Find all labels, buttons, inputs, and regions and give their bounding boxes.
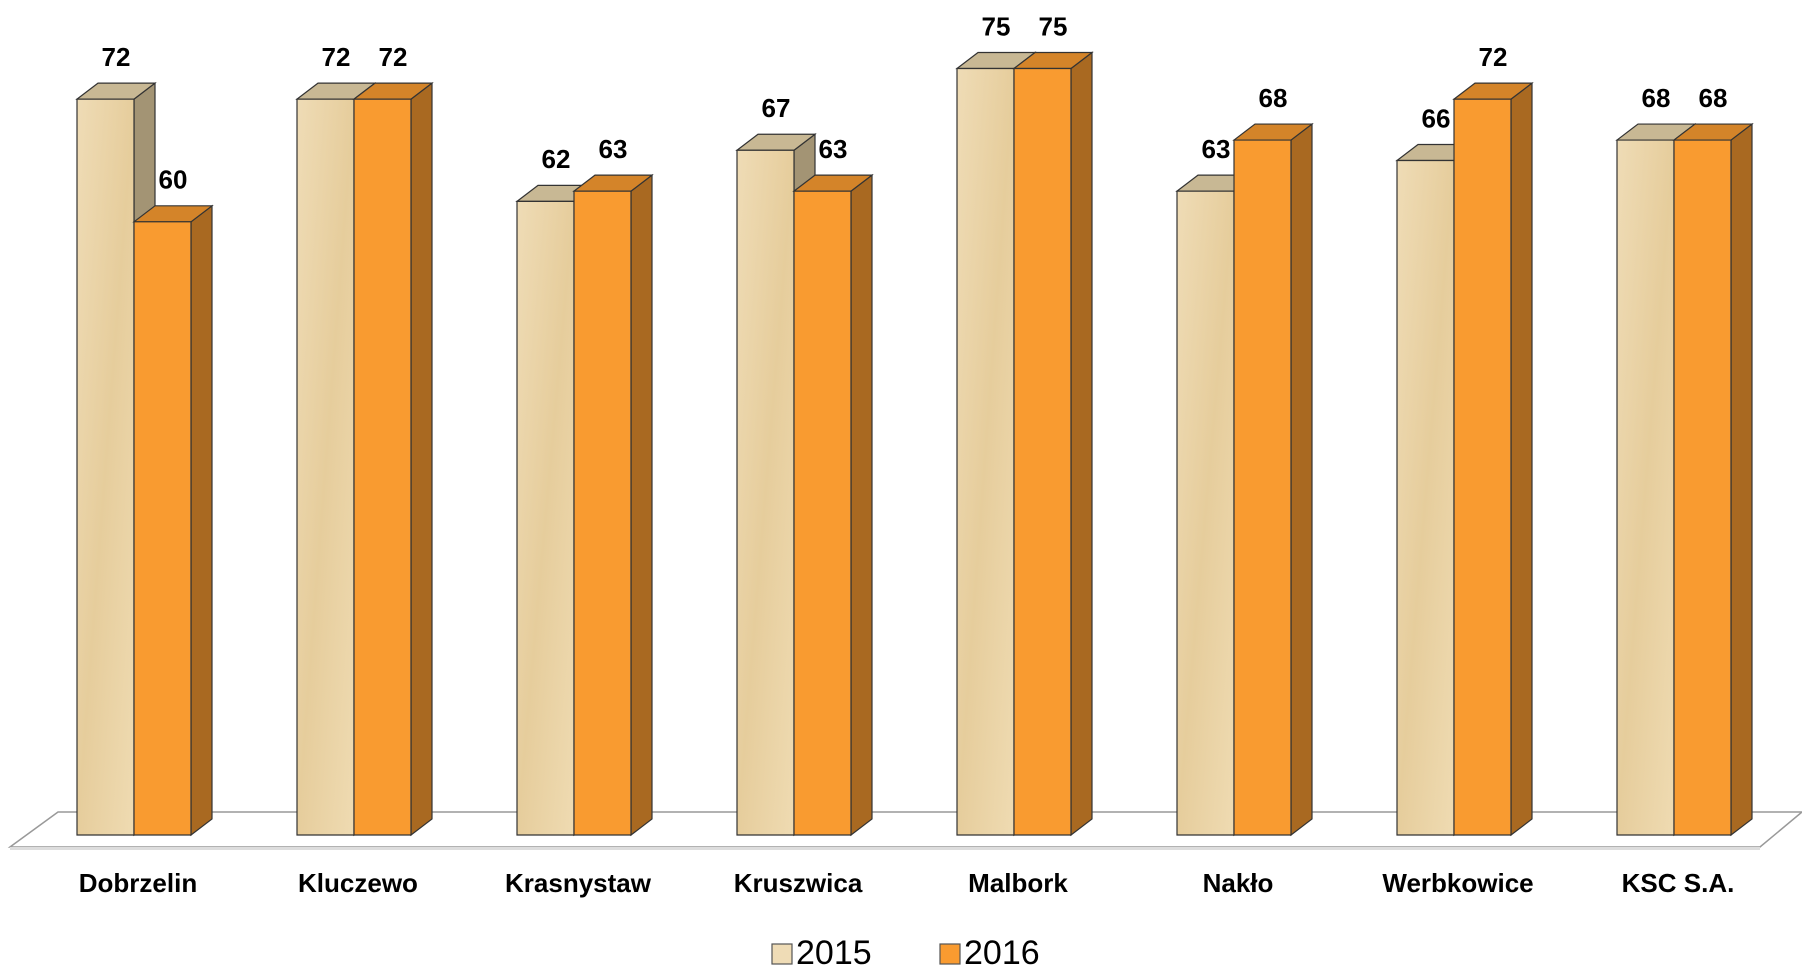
value-label: 68 — [1642, 83, 1671, 113]
bar — [1452, 81, 1534, 837]
value-label: 72 — [1479, 42, 1508, 72]
value-label: 60 — [159, 165, 188, 195]
value-label: 72 — [322, 42, 351, 72]
x-tick-label: Malbork — [968, 868, 1068, 898]
value-label: 63 — [599, 134, 628, 164]
x-tick-label: Krasnystaw — [505, 868, 652, 898]
x-tick-label: Werbkowice — [1382, 868, 1533, 898]
bar — [792, 173, 874, 837]
value-label: 68 — [1699, 83, 1728, 113]
x-tick-label: Nakło — [1203, 868, 1274, 898]
legend-label: 2016 — [964, 934, 1040, 970]
bar — [1012, 51, 1094, 837]
value-label: 66 — [1422, 103, 1451, 133]
bar — [1232, 122, 1314, 837]
bar — [132, 204, 214, 837]
x-tick-label: Kluczewo — [298, 868, 418, 898]
value-label: 72 — [102, 42, 131, 72]
value-label: 63 — [1202, 134, 1231, 164]
value-label: 75 — [1039, 11, 1068, 41]
value-label: 63 — [819, 134, 848, 164]
legend-label: 2015 — [796, 934, 872, 970]
value-label: 62 — [542, 144, 571, 174]
floor — [7, 811, 1802, 848]
floor-front — [10, 847, 1760, 850]
legend-swatch — [771, 943, 793, 965]
value-label: 75 — [982, 11, 1011, 41]
value-label: 72 — [379, 42, 408, 72]
bar — [572, 173, 654, 837]
x-tick-label: Kruszwica — [734, 868, 863, 898]
bar — [352, 81, 434, 837]
x-tick-label: KSC S.A. — [1622, 868, 1735, 898]
value-label: 68 — [1259, 83, 1288, 113]
bar — [1672, 122, 1754, 837]
x-tick-label: Dobrzelin — [79, 868, 197, 898]
value-label: 67 — [762, 93, 791, 123]
legend-swatch — [939, 943, 961, 965]
